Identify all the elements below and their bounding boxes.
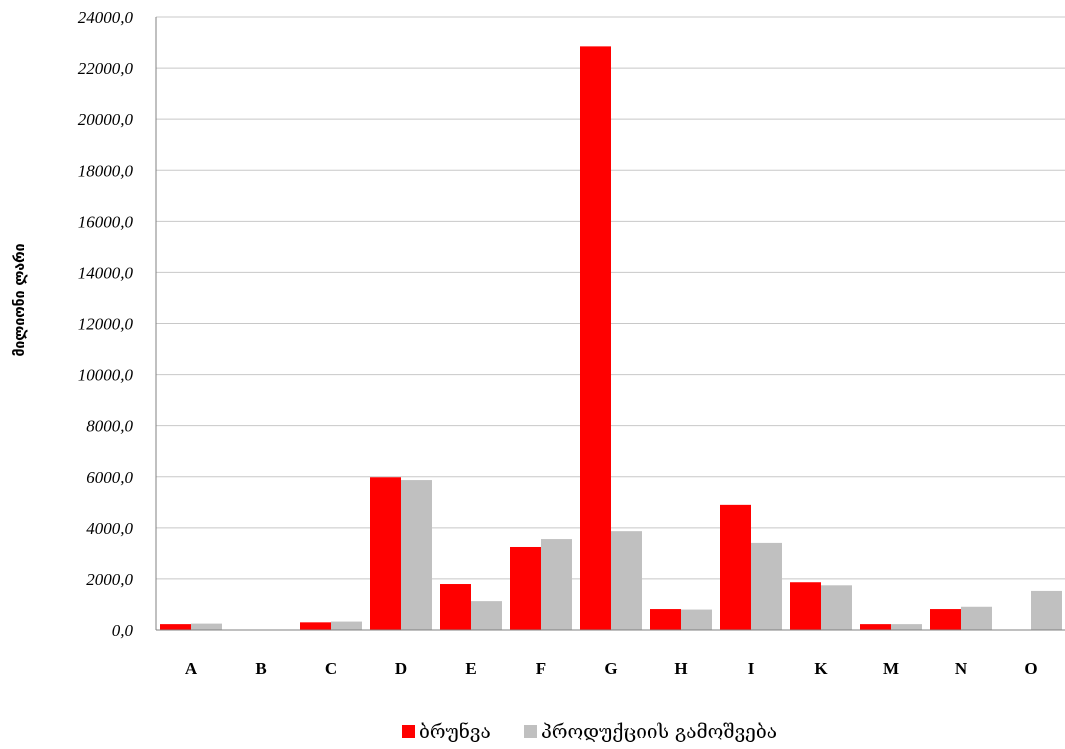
- bar-series1-M: [860, 624, 891, 630]
- y-tick-label: 24000,0: [78, 8, 134, 27]
- bars: [160, 46, 1062, 630]
- x-tick-label: C: [325, 659, 337, 678]
- bar-series1-A: [160, 624, 191, 630]
- x-tick-label: B: [255, 659, 266, 678]
- bar-series2-H: [681, 609, 712, 630]
- y-tick-label: 6000,0: [86, 468, 133, 487]
- y-tick-label: 20000,0: [78, 110, 134, 129]
- x-tick-label: F: [536, 659, 546, 678]
- x-tick-label: I: [748, 659, 755, 678]
- y-axis-ticks: 0,0 2000,0 4000,0 6000,0 8000,0 10000,0 12000,…: [78, 8, 134, 640]
- x-tick-label: A: [185, 659, 198, 678]
- bar-series1-N: [930, 609, 961, 630]
- x-tick-label: H: [674, 659, 687, 678]
- bar-series2-D: [401, 480, 432, 630]
- bar-series1-G: [580, 46, 611, 630]
- bar-series2-I: [751, 542, 782, 630]
- y-axis-label: მილიონი ლარი: [12, 243, 28, 356]
- bar-series2-A: [191, 623, 222, 630]
- bar-series2-K: [821, 585, 852, 630]
- y-tick-label: 12000,0: [78, 315, 134, 334]
- legend-swatch: [402, 725, 415, 738]
- y-tick-label: 14000,0: [78, 263, 134, 282]
- bar-series1-H: [650, 609, 681, 630]
- y-tick-label: 18000,0: [78, 161, 134, 180]
- x-tick-label: K: [814, 659, 828, 678]
- y-tick-label: 16000,0: [78, 212, 134, 231]
- y-tick-label: 2000,0: [86, 570, 133, 589]
- bar-series2-N: [961, 606, 992, 630]
- legend-entry: პროდუქციის გამოშვება: [541, 721, 777, 743]
- bar-series1-F: [510, 546, 541, 630]
- y-tick-label: 8000,0: [86, 417, 133, 436]
- y-tick-label: 10000,0: [78, 366, 134, 385]
- bar-series1-D: [370, 477, 401, 630]
- legend: ბრუნვა პროდუქციის გამოშვება: [402, 721, 777, 743]
- bar-series1-E: [440, 584, 471, 630]
- bar-series2-E: [471, 601, 502, 630]
- bar-series2-C: [331, 621, 362, 630]
- bar-series2-G: [611, 531, 642, 630]
- x-tick-label: O: [1024, 659, 1037, 678]
- legend-swatch: [524, 725, 537, 738]
- bar-series1-I: [720, 504, 751, 630]
- bar-series1-K: [790, 582, 821, 630]
- legend-entry: ბრუნვა: [419, 721, 491, 743]
- bar-series2-M: [891, 624, 922, 630]
- x-tick-label: M: [883, 659, 899, 678]
- x-tick-label: N: [955, 659, 968, 678]
- bar-series2-F: [541, 539, 572, 630]
- x-tick-label: D: [395, 659, 407, 678]
- bar-series1-C: [300, 622, 331, 630]
- x-tick-label: G: [604, 659, 617, 678]
- y-tick-label: 22000,0: [78, 59, 134, 78]
- bar-series2-O: [1031, 590, 1062, 630]
- y-tick-label: 4000,0: [86, 519, 133, 538]
- y-tick-label: 0,0: [112, 621, 134, 640]
- x-tick-label: E: [465, 659, 476, 678]
